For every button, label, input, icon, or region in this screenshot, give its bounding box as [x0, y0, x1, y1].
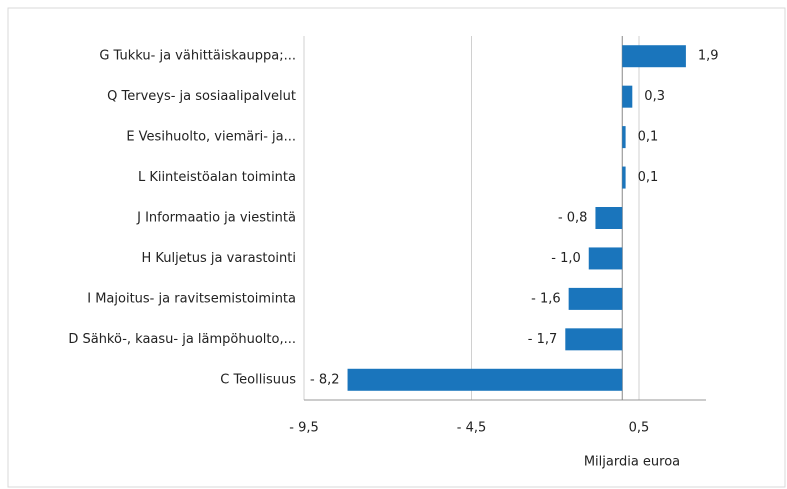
data-label: - 1,6	[531, 291, 561, 306]
bar	[622, 126, 626, 149]
bar	[568, 287, 623, 310]
bar	[347, 368, 623, 391]
x-tick-label: 0,5	[629, 421, 650, 436]
y-tick-label: Q Terveys- ja sosiaalipalvelut	[107, 89, 296, 104]
y-tick-label: G Tukku- ja vähittäiskauppa;...	[99, 49, 296, 64]
y-tick-label: J Informaatio ja viestintä	[136, 211, 296, 226]
x-tick-label: - 4,5	[457, 421, 487, 436]
y-tick-label: D Sähkö-, kaasu- ja lämpöhuolto,...	[68, 332, 296, 347]
data-label: - 8,2	[310, 372, 340, 387]
y-tick-label: I Majoitus- ja ravitsemistoiminta	[87, 291, 296, 306]
x-tick-label: - 9,5	[289, 421, 319, 436]
data-label: 1,9	[698, 49, 719, 64]
bar	[622, 45, 686, 68]
y-tick-label: C Teollisuus	[220, 372, 296, 387]
y-tick-label: E Vesihuolto, viemäri- ja...	[126, 130, 296, 145]
bar	[565, 328, 623, 351]
y-tick-label: L Kiinteistöalan toiminta	[138, 170, 296, 185]
data-label: - 0,8	[558, 211, 588, 226]
x-axis-title: Miljardia euroa	[584, 455, 680, 470]
data-label: - 1,0	[551, 251, 581, 266]
data-label: - 1,7	[528, 332, 558, 347]
chart-border	[7, 7, 786, 488]
bar	[622, 85, 633, 108]
bar	[622, 166, 626, 189]
y-tick-label: H Kuljetus ja varastointi	[141, 251, 296, 266]
data-label: 0,1	[638, 170, 659, 185]
data-label: 0,3	[644, 89, 665, 104]
bar	[588, 247, 623, 270]
bar	[595, 207, 623, 229]
data-label: 0,1	[638, 130, 659, 145]
